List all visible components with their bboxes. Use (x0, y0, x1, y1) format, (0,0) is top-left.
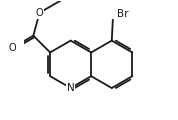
Text: O: O (36, 8, 43, 18)
Text: Br: Br (117, 9, 128, 19)
Text: N: N (67, 83, 75, 93)
Text: O: O (9, 42, 17, 53)
